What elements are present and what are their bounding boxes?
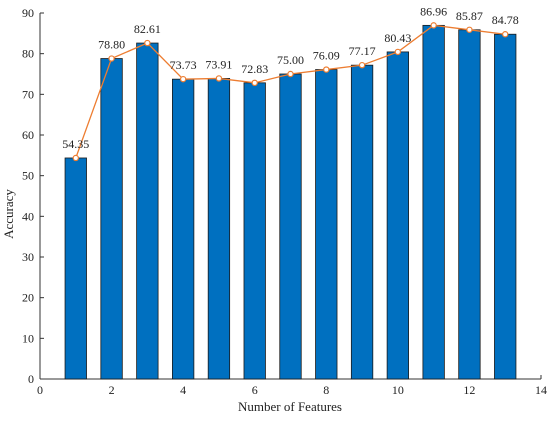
x-tick-label: 0 [37, 383, 43, 397]
bar-8 [315, 69, 338, 380]
data-label-1: 54.35 [62, 137, 89, 151]
y-tick-label: 50 [22, 169, 34, 183]
x-tick-label: 14 [535, 383, 547, 397]
bar-12 [458, 29, 481, 380]
y-tick-label: 80 [22, 47, 34, 61]
data-label-4: 73.73 [170, 58, 197, 72]
data-label-7: 75.00 [277, 53, 304, 67]
x-tick-label: 4 [180, 383, 186, 397]
x-axis-title: Number of Features [238, 399, 342, 414]
y-tick-label: 20 [22, 291, 34, 305]
line-marker-5 [215, 75, 223, 82]
bar-3 [136, 42, 159, 380]
y-tick-label: 30 [22, 250, 34, 264]
y-tick-label: 60 [22, 128, 34, 142]
x-tick-label: 8 [323, 383, 329, 397]
line-marker-3 [144, 39, 151, 47]
line-marker-11 [430, 22, 437, 29]
y-axis-title: Accuracy [1, 189, 16, 239]
bar-1 [64, 157, 87, 380]
line-marker-1 [72, 154, 79, 162]
bar-7 [279, 73, 302, 380]
x-tick-label: 2 [109, 383, 115, 397]
data-label-2: 78.80 [98, 38, 125, 52]
data-label-9: 77.17 [349, 44, 376, 58]
line-marker-12 [466, 26, 473, 33]
bar-5 [207, 78, 231, 380]
line-marker-13 [502, 31, 509, 38]
bar-4 [172, 78, 195, 380]
data-label-8: 76.09 [313, 49, 340, 63]
data-label-6: 72.83 [241, 62, 268, 76]
data-label-5: 73.91 [205, 57, 232, 71]
x-tick-label: 6 [252, 383, 258, 397]
x-tick-label: 10 [392, 383, 404, 397]
bar-11 [422, 24, 445, 380]
line-marker-6 [251, 79, 258, 87]
data-label-3: 82.61 [134, 22, 161, 36]
y-tick-label: 40 [22, 209, 34, 223]
line-marker-4 [179, 75, 187, 83]
bar-9 [350, 64, 374, 380]
data-label-12: 85.87 [456, 9, 483, 23]
x-tick-label: 12 [463, 383, 475, 397]
data-label-13: 84.78 [492, 13, 519, 27]
y-tick-label: 10 [22, 331, 34, 345]
y-tick-label: 70 [22, 87, 34, 101]
y-tick-label: 90 [22, 6, 34, 20]
line-marker-8 [323, 66, 330, 73]
line-marker-10 [394, 48, 402, 56]
bar-6 [243, 82, 266, 380]
bar-13 [494, 33, 517, 380]
bar-2 [100, 58, 123, 380]
line-marker-7 [287, 70, 294, 78]
data-label-10: 80.43 [384, 31, 411, 45]
plot-area: 0 10 20 30 40 50 60 70 80 90 0 2 4 6 8 10 12 14 54.35 78.80… [22, 4, 547, 397]
bar-10 [386, 51, 409, 380]
line-marker-9 [358, 61, 366, 69]
data-label-11: 86.96 [420, 4, 447, 18]
line-marker-2 [108, 55, 115, 62]
y-tick-label: 0 [28, 372, 34, 386]
